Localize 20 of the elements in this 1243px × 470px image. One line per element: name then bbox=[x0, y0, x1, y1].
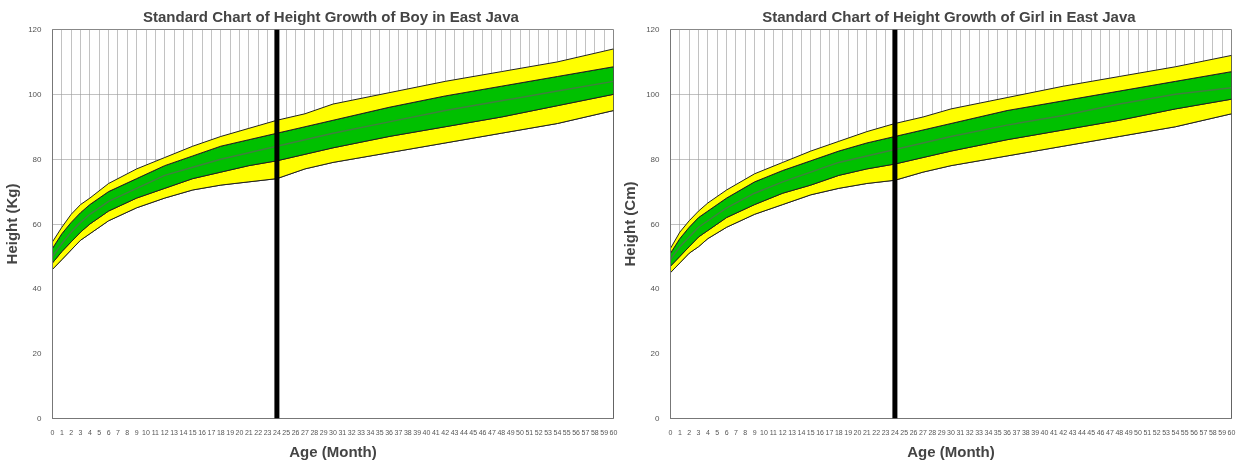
y-axis-title: Height (Kg) bbox=[3, 183, 21, 265]
y-tick-label: 20 bbox=[32, 349, 43, 359]
y-tick-label: 0 bbox=[37, 414, 43, 423]
y-tick-label: 120 bbox=[646, 25, 661, 34]
x-axis-title: Age (Month) bbox=[907, 442, 995, 460]
y-tick-label: 40 bbox=[32, 284, 43, 294]
y-tick-label: 100 bbox=[28, 89, 43, 99]
y-tick-label: 100 bbox=[646, 89, 661, 99]
chart-title: Standard Chart of Height Growth of Boy in East Java bbox=[142, 7, 520, 25]
y-axis-title: Height (Cm) bbox=[621, 181, 639, 267]
y-tick-label: 80 bbox=[32, 154, 43, 164]
y-tick-label: 120 bbox=[28, 25, 43, 34]
chart-title: Standard Chart of Height Growth of Girl in East Java bbox=[762, 7, 1137, 25]
y-tick-label: 60 bbox=[32, 219, 43, 229]
y-tick-label: 60 bbox=[650, 219, 661, 229]
y-tick-label: 40 bbox=[650, 284, 661, 294]
y-tick-label: 20 bbox=[650, 349, 661, 359]
y-tick-label: 80 bbox=[650, 154, 661, 164]
x-axis-title: Age (Month) bbox=[289, 442, 377, 460]
y-tick-label: 0 bbox=[655, 414, 661, 423]
